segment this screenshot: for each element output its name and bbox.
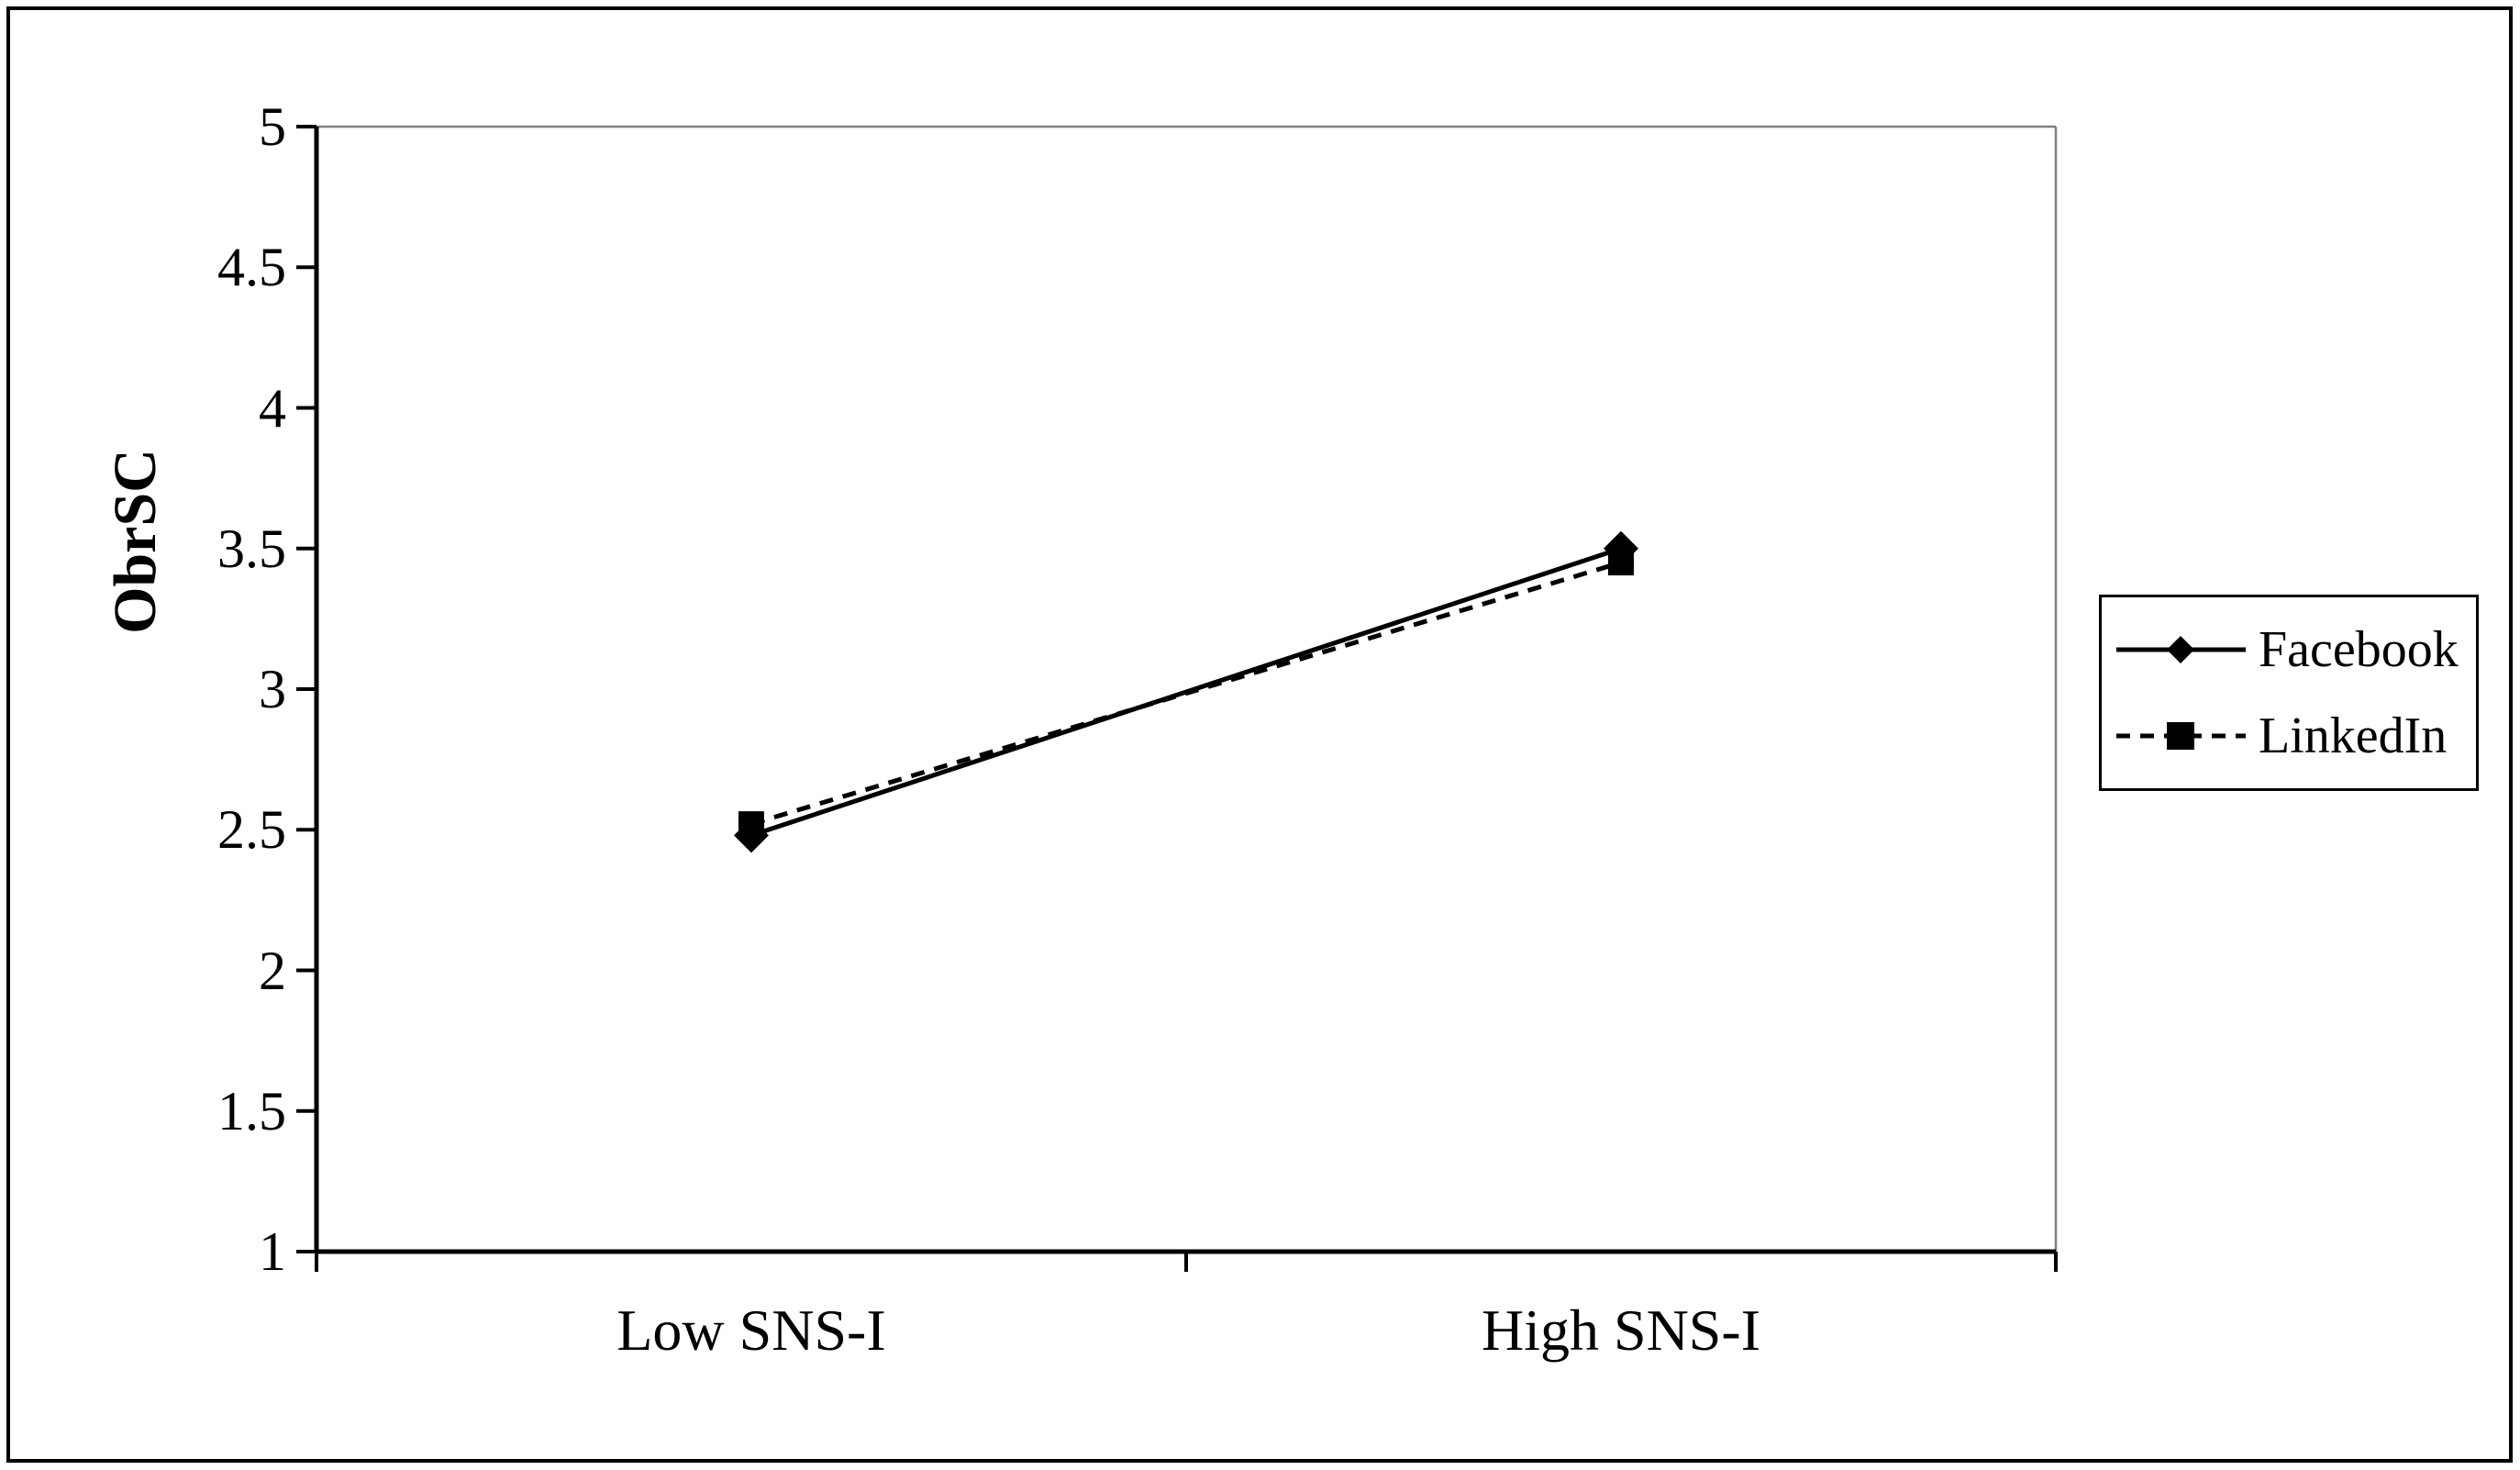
legend-item-linkedin: LinkedIn	[2102, 710, 2476, 762]
y-tick-label: 1	[259, 1221, 286, 1282]
y-tick-label: 4.5	[217, 237, 286, 298]
facebook-line-sample-icon	[2116, 636, 2246, 663]
x-category-label-high-sns-i: High SNS-I	[1481, 1297, 1761, 1363]
x-category-label-low-sns-i: Low SNS-I	[616, 1297, 886, 1363]
facebook-data-point-marker	[1604, 530, 1638, 566]
y-tick-label: 5	[259, 96, 286, 157]
y-tick-label: 2.5	[217, 799, 286, 861]
y-tick-label: 3	[259, 659, 286, 719]
facebook-data-point-marker	[734, 818, 769, 853]
facebook-series-line	[750, 546, 1622, 838]
legend-box: Facebook LinkedIn	[2099, 595, 2479, 791]
legend-label-linkedin: LinkedIn	[2259, 707, 2448, 764]
linkedin-line-sample-icon	[2116, 722, 2246, 750]
legend-label-facebook: Facebook	[2259, 621, 2459, 678]
y-tick-label: 4	[259, 377, 286, 439]
y-tick-label: 2	[259, 940, 286, 1001]
y-tick-label: 1.5	[217, 1080, 286, 1141]
legend-item-facebook: Facebook	[2102, 624, 2476, 675]
y-tick-label: 3.5	[217, 518, 286, 579]
